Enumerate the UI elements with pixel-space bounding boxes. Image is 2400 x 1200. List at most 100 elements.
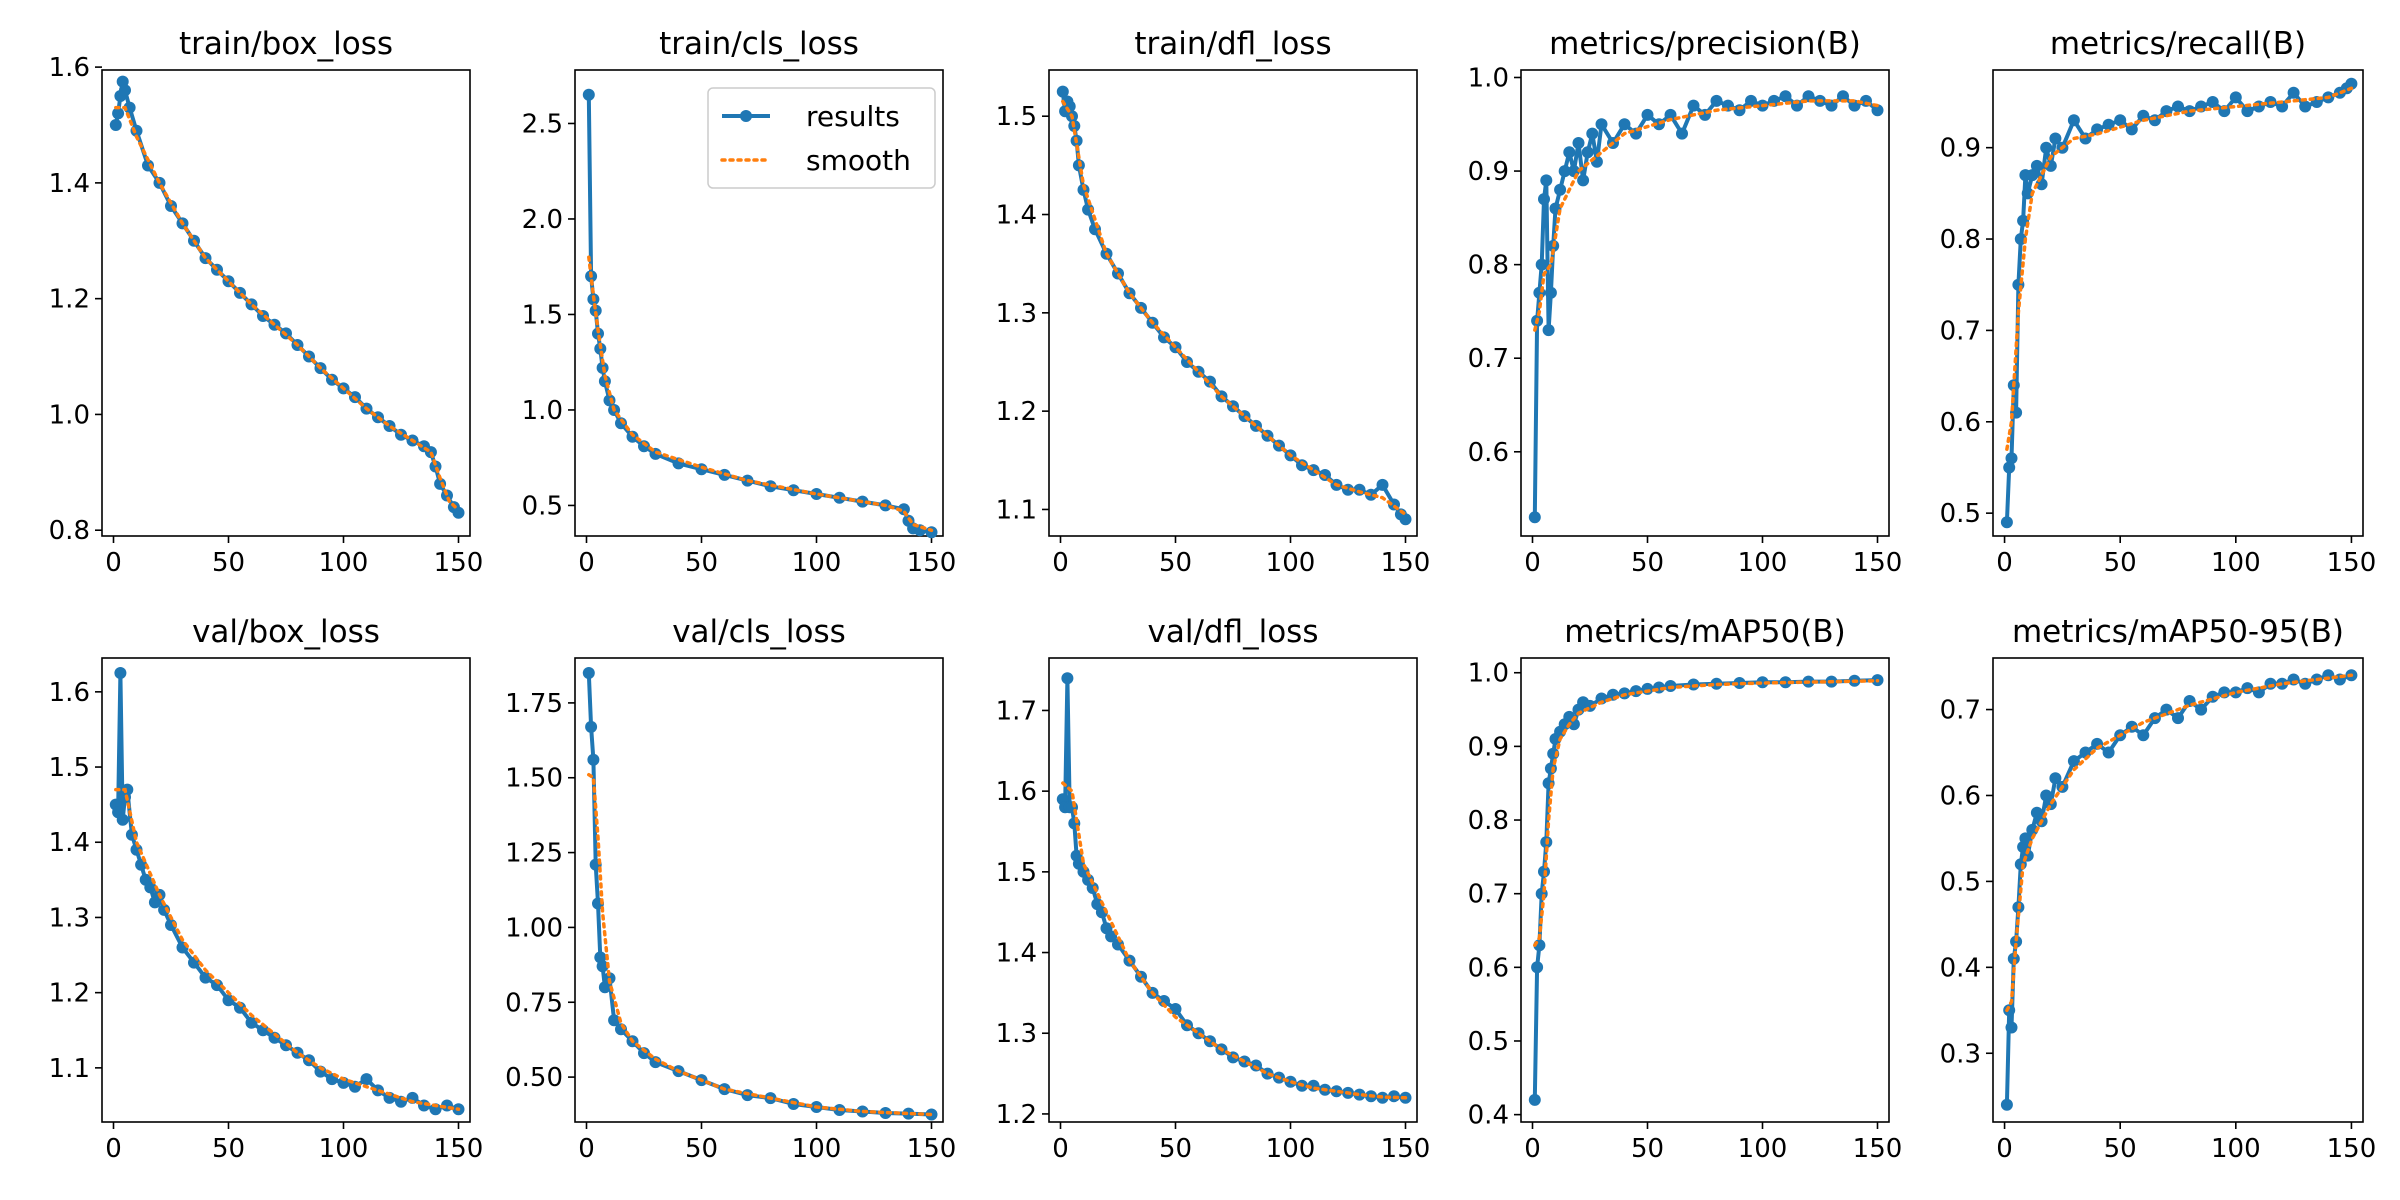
data-point [1540,174,1553,187]
subplot-title: train/dfl_loss [1134,26,1331,62]
data-point [1399,513,1412,526]
data-point [1544,286,1557,299]
data-point [2049,772,2062,785]
subplot-3: train/dfl_loss 0 50 100 150 1.1 1.2 1.3 1.4 1.5 [996,26,1431,578]
data-point [1577,174,1590,187]
y-tick-label: 1.6 [49,53,90,83]
subplot-title: metrics/mAP50(B) [1564,614,1845,650]
data-point [1319,469,1331,481]
y-tick-label: 1.00 [505,913,563,943]
data-point [2229,91,2242,104]
subplot-title: val/cls_loss [672,614,846,650]
data-point [1664,108,1677,121]
data-point [1558,165,1571,178]
x-tick-label: 150 [907,1134,957,1164]
legend-box [707,87,936,189]
data-point [1105,930,1118,943]
x-tick-label: 100 [1266,548,1316,578]
y-tick-label: 0.6 [1468,438,1509,468]
y-tick-label: 1.1 [996,495,1037,525]
data-point [1538,193,1550,206]
subplot-title: train/box_loss [179,26,393,62]
axes-frame [1048,657,1418,1123]
y-tick-label: 0.8 [49,516,90,546]
x-tick-label: 150 [1381,1134,1431,1164]
series-smooth-line [587,255,934,533]
x-tick-label: 0 [1524,548,1541,578]
y-tick-label: 1.4 [996,201,1037,231]
data-point [589,304,602,317]
x-tick-label: 100 [792,1134,842,1164]
x-tick-label: 50 [685,1134,718,1164]
subplot-title: val/dfl_loss [1148,614,1319,650]
data-point [1169,1003,1182,1015]
data-point [2172,712,2184,725]
data-point [1641,682,1654,695]
data-point [112,107,125,120]
x-tick-label: 0 [578,548,595,578]
data-point [245,1016,258,1029]
subplot-9: metrics/mAP50(B) 0 50 100 150 0.4 0.5 0.6 0.7 0.8… [1468,614,1903,1164]
y-tick-label: 1.5 [996,858,1037,888]
data-point [1158,995,1170,1007]
x-tick-label: 150 [2327,1134,2377,1164]
x-tick-label: 50 [1631,1134,1664,1164]
data-point [1745,94,1757,107]
data-point [582,667,595,679]
x-tick-label: 150 [907,548,957,578]
y-tick-label: 1.3 [996,299,1037,329]
y-tick-label: 2.5 [522,109,563,139]
series-smooth-line [114,787,461,1111]
x-tick-label: 150 [434,1134,484,1164]
subplot-5: metrics/recall(B) 0 50 100 150 0.5 0.6 0.7 0.8 0.… [1940,26,2377,578]
y-tick-label: 0.9 [1468,732,1509,762]
y-tick-label: 1.5 [522,300,563,330]
data-point [1528,1093,1541,1106]
data-point [2030,159,2043,172]
series-smooth-line [2005,86,2354,451]
legend-label-smooth: smooth [806,144,911,177]
data-point [360,1073,373,1086]
data-point [1756,676,1769,689]
data-point [2005,452,2018,465]
data-point [1563,146,1576,159]
data-point [1554,183,1567,196]
y-tick-label: 0.5 [1940,499,1981,529]
data-point [234,1001,246,1014]
series-results-line [1060,676,1406,1100]
data-point [1542,324,1555,337]
data-point [1572,137,1585,149]
axes-frame [101,657,471,1123]
series-smooth-line [1533,99,1880,332]
series-results-line [113,79,461,515]
x-tick-label: 100 [1266,1134,1316,1164]
axes-frame [1520,69,1890,537]
data-point [2007,952,2020,965]
y-tick-label: 0.7 [1940,696,1981,726]
data-point [585,720,598,733]
data-point [1733,677,1746,689]
x-tick-label: 150 [1381,548,1431,578]
data-point [925,526,938,539]
x-tick-label: 50 [1631,548,1664,578]
data-point [2241,682,2254,695]
series-results-line [586,672,932,1117]
x-tick-label: 0 [578,1134,595,1164]
y-tick-label: 1.50 [505,764,563,794]
subplot-2: train/cls_loss 0 50 100 150 0.5 1.0 1.5 2.0 2.5 re… [522,26,957,578]
data-point [1676,127,1688,140]
data-point [1376,478,1389,491]
series-smooth-line [2005,673,2354,1013]
data-point [199,971,212,984]
y-tick-label: 1.3 [49,903,90,933]
y-tick-label: 1.5 [49,753,90,783]
y-tick-label: 0.3 [1940,1039,1981,1069]
data-point [1056,85,1069,98]
y-tick-label: 1.3 [996,1019,1037,1049]
x-tick-label: 50 [1159,548,1192,578]
data-point [2000,516,2013,529]
series-smooth-line [1061,99,1408,517]
y-tick-label: 1.2 [49,979,90,1009]
data-point [1296,459,1308,472]
data-point [879,1107,892,1119]
